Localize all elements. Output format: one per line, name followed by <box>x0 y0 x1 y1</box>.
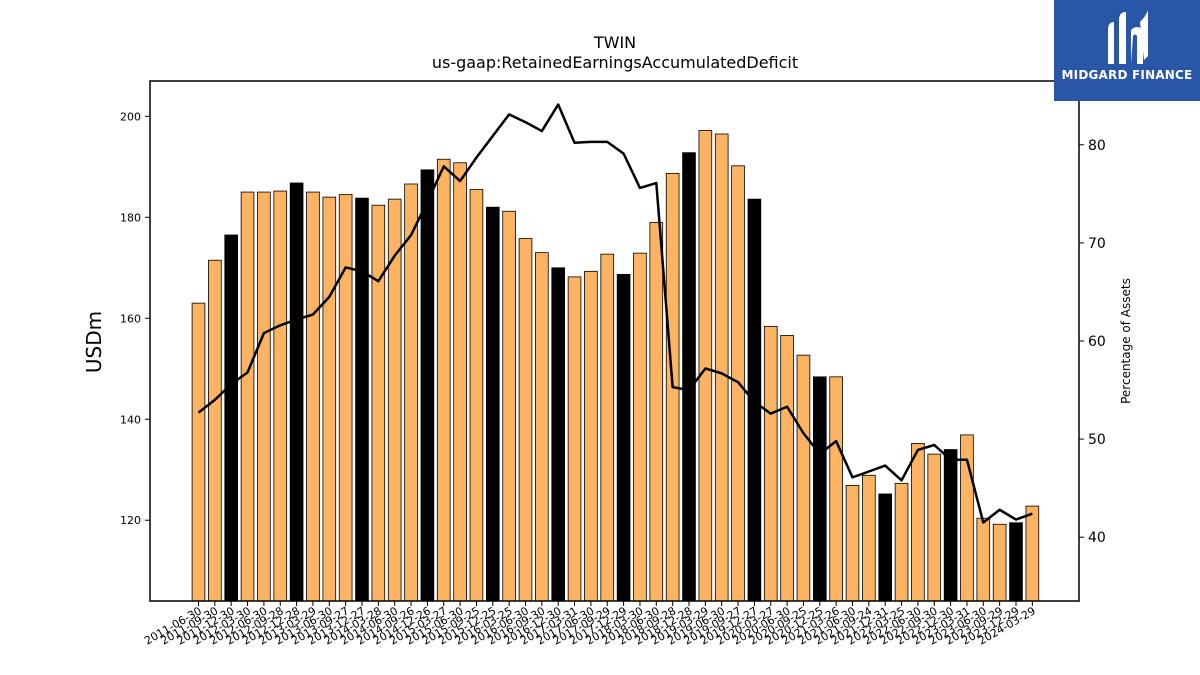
bar <box>469 189 484 602</box>
bar <box>698 130 713 602</box>
bar <box>191 302 206 602</box>
bar <box>289 182 304 602</box>
bar <box>894 482 909 602</box>
bar <box>927 453 942 602</box>
bar <box>796 354 811 602</box>
bar <box>600 253 615 602</box>
y-tick-label: 180 <box>120 211 141 224</box>
bar <box>518 238 533 602</box>
bar <box>420 169 435 602</box>
bar <box>976 517 991 602</box>
bar <box>649 221 664 602</box>
logo-text: MIDGARD FINANCE <box>1061 68 1193 82</box>
bar <box>551 267 565 602</box>
bar <box>714 133 729 602</box>
bar <box>273 190 288 602</box>
bar <box>878 493 892 602</box>
bar <box>306 191 320 602</box>
bar <box>355 197 369 602</box>
y2-tick-label: 60 <box>1088 334 1106 350</box>
bar <box>453 162 467 602</box>
bar <box>338 194 353 602</box>
bar <box>992 523 1007 602</box>
bar <box>240 191 255 602</box>
bar <box>763 325 778 602</box>
bar <box>224 234 239 602</box>
y-tick-label: 160 <box>120 312 141 325</box>
bar <box>567 276 582 602</box>
bar <box>943 449 958 602</box>
line-layer <box>197 103 1033 524</box>
y2-tick-label: 40 <box>1088 530 1106 546</box>
bar <box>829 376 843 602</box>
bar <box>485 206 500 602</box>
bars-layer <box>191 130 1040 602</box>
bar <box>682 152 696 602</box>
chart-title: TWIN <box>593 33 636 52</box>
bar <box>436 158 451 602</box>
bar <box>257 191 271 602</box>
y-tick-label: 140 <box>120 413 141 426</box>
bar <box>1025 505 1040 602</box>
bar <box>404 183 418 602</box>
bar <box>780 335 794 602</box>
bar <box>535 252 549 602</box>
bar <box>1009 522 1023 602</box>
bar <box>845 484 860 602</box>
y2-tick-label: 50 <box>1088 432 1106 448</box>
bar <box>813 376 827 602</box>
y-tick-label: 120 <box>120 514 141 527</box>
bar <box>616 273 631 602</box>
bar <box>584 270 598 602</box>
bar <box>208 259 222 602</box>
percentage-line <box>197 103 1033 524</box>
midgard-logo-icon <box>1108 10 1148 64</box>
bar <box>502 210 516 602</box>
midgard-logo: MIDGARD FINANCE <box>1054 0 1200 101</box>
bar <box>322 196 337 602</box>
bar <box>911 443 925 602</box>
y2-axis-label: Percentage of Assets <box>1119 278 1133 404</box>
bar <box>387 198 402 602</box>
y-tick-label: 200 <box>120 110 141 123</box>
y2-tick-label: 70 <box>1088 236 1106 252</box>
bar <box>371 204 386 602</box>
y2-tick-label: 80 <box>1088 138 1106 154</box>
y-axis-label: USDm <box>82 311 106 373</box>
bar <box>633 252 647 602</box>
bar <box>862 474 876 602</box>
chart-subtitle: us-gaap:RetainedEarningsAccumulatedDefic… <box>432 53 798 72</box>
